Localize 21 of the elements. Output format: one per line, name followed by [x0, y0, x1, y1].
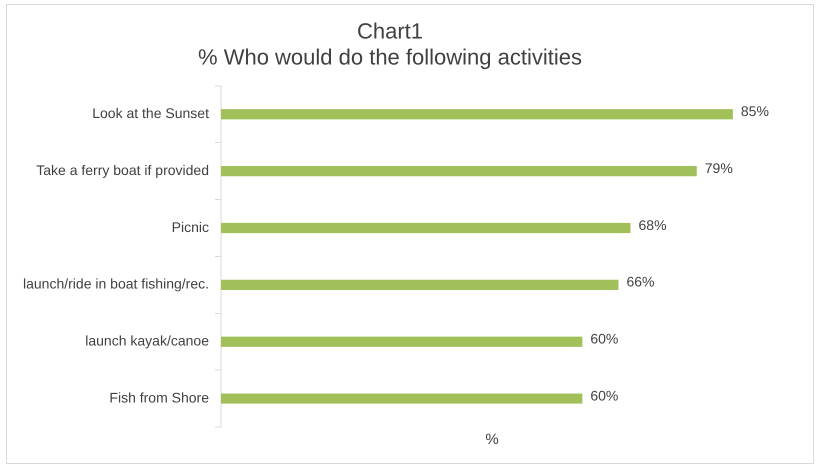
bar	[221, 166, 697, 176]
data-label: 66%	[626, 274, 654, 290]
chart-title: Chart1	[356, 18, 424, 44]
bar	[221, 109, 733, 120]
y-tick-label: launch kayak/canoe	[85, 332, 210, 349]
data-label: 79%	[704, 160, 733, 176]
x-axis-title: %	[485, 431, 499, 448]
y-tick-label: Look at the Sunset	[92, 105, 210, 122]
data-label: 60%	[590, 387, 618, 404]
data-label: 60%	[590, 330, 618, 347]
y-tick-label: Take a ferry boat if provided	[36, 162, 209, 178]
bar	[221, 222, 631, 234]
data-label: 85%	[740, 103, 769, 120]
y-tick-label: Fish from Shore	[109, 389, 210, 406]
chart-subtitle: % Who would do the following activities	[198, 44, 582, 70]
data-label: 68%	[638, 216, 667, 233]
bar	[221, 393, 582, 404]
bar	[221, 280, 618, 290]
y-tick-label: launch/ride in boat fishing/rec.	[23, 276, 209, 292]
y-tick-label: Picnic	[172, 218, 209, 235]
bar	[221, 336, 582, 347]
